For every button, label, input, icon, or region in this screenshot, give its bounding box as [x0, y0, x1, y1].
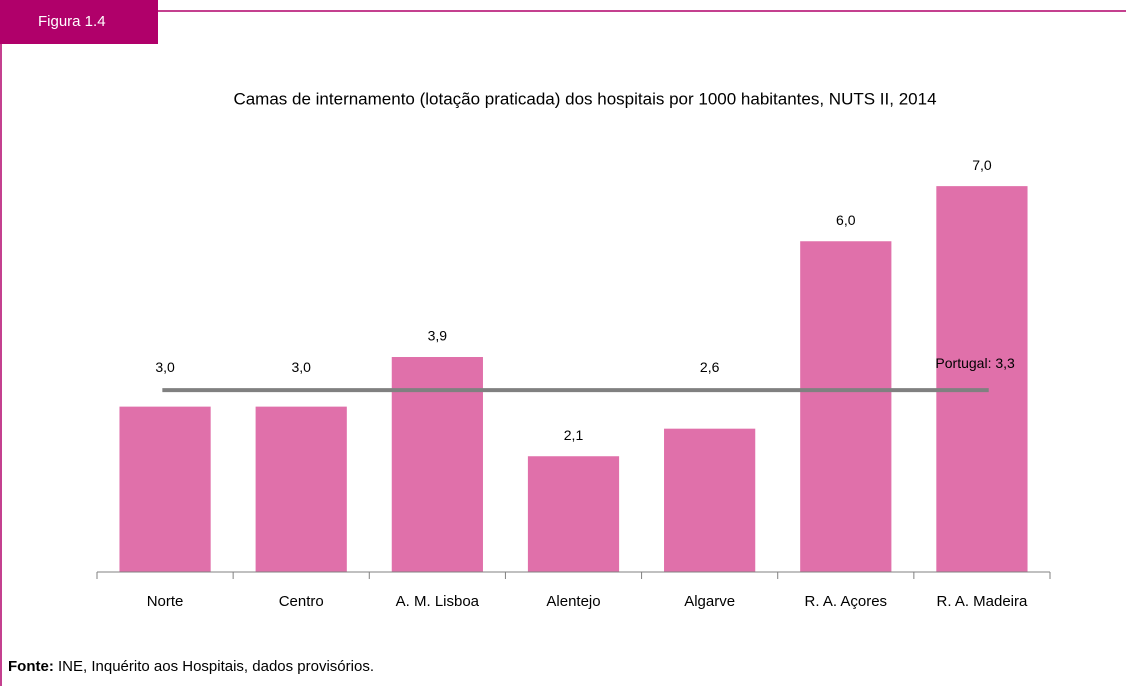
- source: Fonte: INE, Inquérito aos Hospitais, dad…: [8, 658, 374, 675]
- bar: [800, 241, 892, 572]
- x-tick-label: R. A. Açores: [805, 593, 888, 610]
- value-label: 2,6: [700, 359, 720, 375]
- value-label: 3,0: [155, 359, 175, 375]
- value-label: 3,9: [428, 328, 448, 344]
- figure-label: Figura 1.4: [38, 13, 106, 30]
- x-tick-label: Norte: [147, 593, 184, 610]
- bar: [391, 357, 483, 572]
- x-tick-label: A. M. Lisboa: [396, 593, 480, 610]
- x-tick-label: R. A. Madeira: [936, 593, 1028, 610]
- bar: [664, 428, 756, 572]
- x-tick-label: Algarve: [684, 593, 735, 610]
- bar: [936, 186, 1028, 572]
- chart-title: Camas de internamento (lotação praticada…: [233, 89, 936, 108]
- x-tick-label: Alentejo: [546, 593, 600, 610]
- source-text: INE, Inquérito aos Hospitais, dados prov…: [58, 658, 374, 675]
- bar: [255, 406, 347, 572]
- value-label: 3,0: [291, 359, 311, 375]
- figure-tag: [0, 0, 158, 44]
- value-label: 6,0: [836, 212, 856, 228]
- x-tick-label: Centro: [279, 593, 324, 610]
- bar: [527, 456, 620, 572]
- value-label: 2,1: [564, 427, 584, 443]
- source-label: Fonte:: [8, 658, 54, 675]
- bar: [119, 406, 211, 572]
- value-label: 7,0: [972, 157, 992, 173]
- reference-label: Portugal: 3,3: [935, 355, 1015, 371]
